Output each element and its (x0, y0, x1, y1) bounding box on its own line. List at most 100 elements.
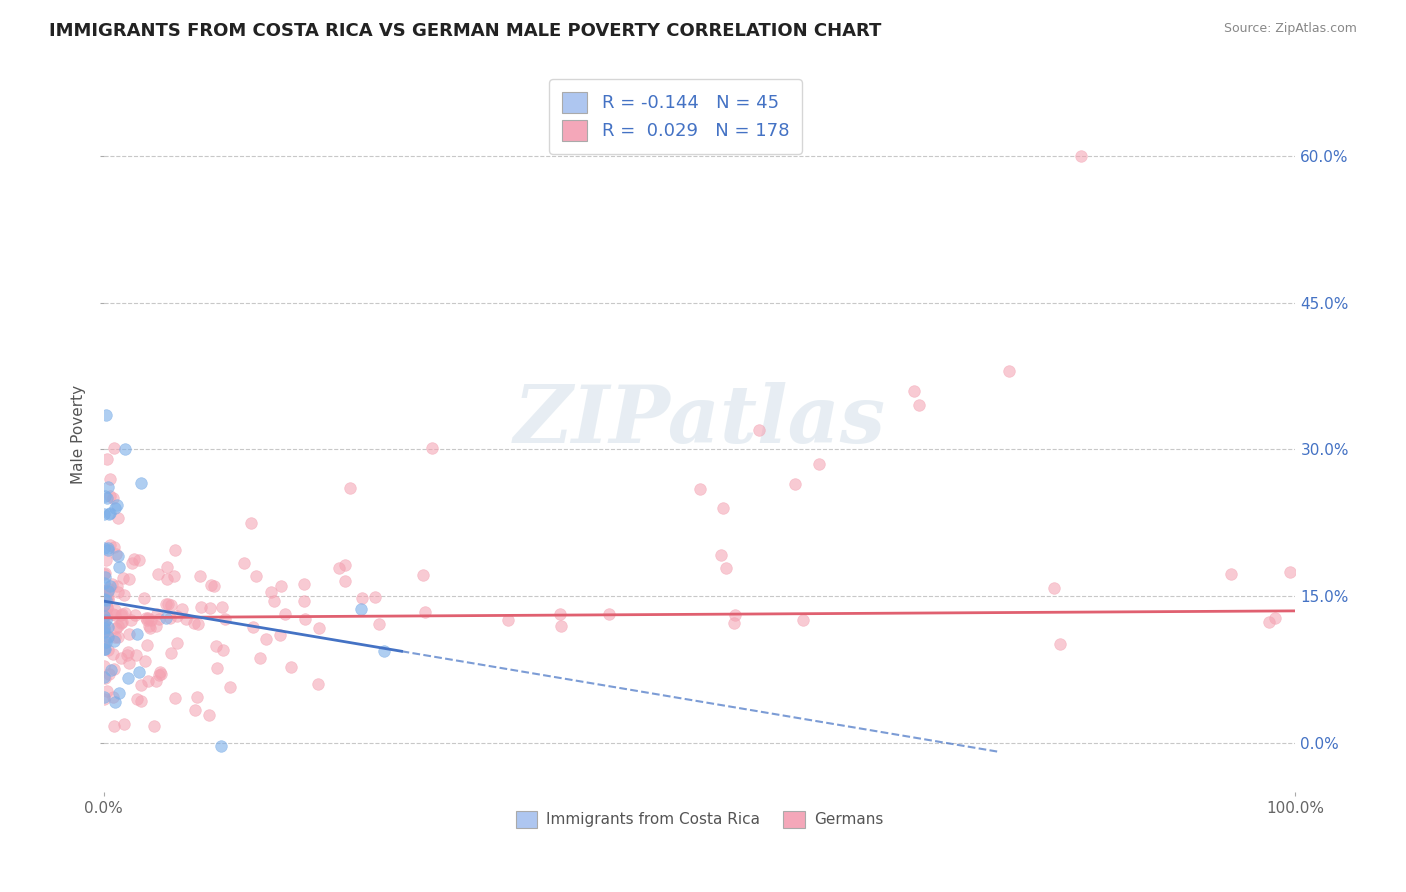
Point (96, 585, 118, 599)
Point (93, 584, 115, 599)
Point (97, 583, 120, 598)
Point (1049, 636, 1071, 650)
Point (93, 659, 115, 673)
Point (907, 398, 929, 412)
Point (136, 611, 159, 625)
Point (93, 618, 115, 632)
Point (166, 636, 188, 650)
Point (270, 579, 292, 593)
Point (139, 621, 162, 635)
Point (118, 572, 141, 586)
Point (166, 608, 188, 623)
Point (269, 628, 291, 642)
Point (127, 691, 149, 706)
Point (93, 670, 115, 684)
Point (121, 556, 143, 570)
Point (107, 549, 129, 563)
Point (117, 671, 139, 685)
Point (1220, 566, 1243, 581)
Point (136, 638, 159, 652)
Point (748, 423, 770, 437)
Point (94, 593, 117, 607)
Text: IMMIGRANTS FROM COSTA RICA VS GERMAN MALE POVERTY CORRELATION CHART: IMMIGRANTS FROM COSTA RICA VS GERMAN MAL… (49, 22, 882, 40)
Point (186, 690, 208, 705)
Point (716, 561, 738, 575)
Point (101, 607, 124, 621)
Point (93, 642, 115, 657)
Point (129, 694, 152, 708)
Point (110, 616, 132, 631)
Point (128, 665, 150, 679)
Point (142, 719, 165, 733)
Text: ZIPatlas: ZIPatlas (513, 382, 886, 459)
Point (105, 578, 128, 592)
Point (903, 384, 925, 398)
Point (1070, 149, 1092, 163)
Point (139, 613, 162, 627)
Point (254, 632, 277, 646)
Point (94, 635, 117, 649)
Point (998, 364, 1021, 378)
Point (97, 619, 120, 633)
Point (689, 482, 711, 496)
Point (723, 615, 745, 630)
Point (107, 630, 129, 644)
Point (97, 629, 120, 643)
Point (163, 569, 186, 583)
Point (101, 491, 124, 506)
Point (155, 610, 177, 624)
Point (127, 627, 149, 641)
Point (132, 591, 155, 605)
Point (120, 613, 142, 627)
Point (112, 717, 135, 731)
Point (103, 634, 125, 648)
Point (1279, 565, 1302, 579)
Point (373, 643, 395, 657)
Point (159, 610, 181, 624)
Point (333, 574, 356, 589)
Point (111, 571, 134, 585)
Point (94, 582, 117, 597)
Point (496, 613, 519, 627)
Point (94, 592, 117, 607)
Point (138, 674, 160, 689)
Point (157, 598, 180, 612)
Point (413, 605, 436, 619)
Point (160, 598, 183, 612)
Point (148, 612, 170, 626)
Point (98, 507, 121, 521)
Point (807, 457, 830, 471)
Point (155, 598, 177, 612)
Point (145, 673, 167, 688)
Point (211, 599, 233, 614)
Point (93, 608, 115, 623)
Point (172, 602, 194, 616)
Point (115, 648, 138, 662)
Point (93, 566, 115, 581)
Point (148, 667, 170, 681)
Point (242, 620, 264, 634)
Point (598, 607, 620, 621)
Point (98, 489, 121, 503)
Point (93, 541, 115, 555)
Point (724, 608, 747, 623)
Point (114, 606, 136, 620)
Point (107, 511, 129, 525)
Point (188, 568, 211, 582)
Point (94, 608, 117, 623)
Point (107, 585, 129, 599)
Point (209, 739, 232, 754)
Point (118, 627, 141, 641)
Point (294, 612, 316, 626)
Point (292, 593, 315, 607)
Point (104, 547, 127, 561)
Point (308, 621, 330, 635)
Point (350, 602, 373, 616)
Point (101, 690, 124, 705)
Point (93, 690, 115, 704)
Point (136, 613, 159, 627)
Point (93, 623, 115, 637)
Point (93, 599, 115, 613)
Point (93, 624, 115, 639)
Point (1264, 610, 1286, 624)
